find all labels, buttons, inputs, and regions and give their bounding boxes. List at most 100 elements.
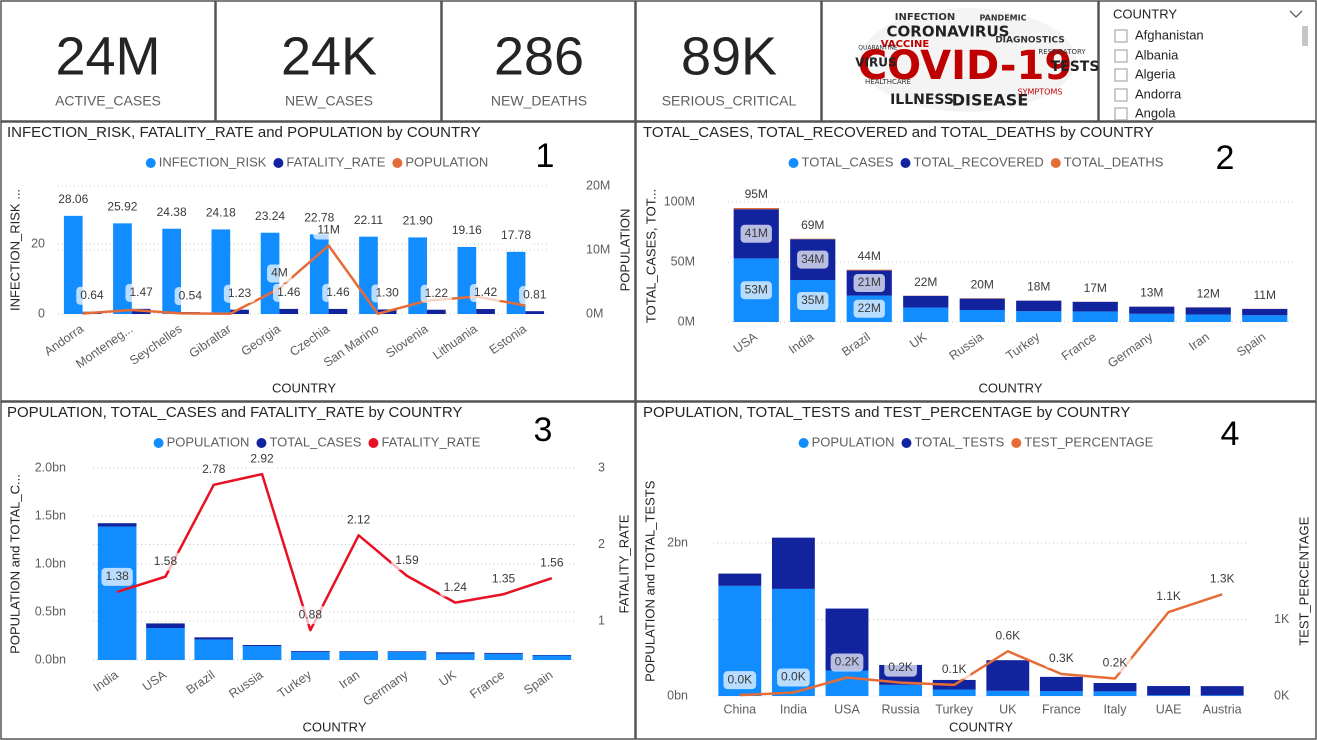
label-box — [101, 567, 133, 586]
label-box — [391, 551, 423, 570]
data-label: 1.35 — [492, 571, 516, 585]
checkbox[interactable] — [1114, 68, 1128, 82]
y-axis-title: POPULATION and TOTAL_TESTS — [642, 480, 657, 682]
bar — [1129, 313, 1175, 322]
data-label: 4M — [271, 266, 288, 280]
y-axis-title: INFECTION_RISK ... — [7, 189, 22, 311]
bar — [1185, 307, 1231, 315]
wordcloud-word: VACCINE — [881, 39, 930, 50]
card-value: 24K — [281, 26, 377, 86]
data-label: 2.78 — [202, 462, 226, 476]
label-box — [853, 274, 885, 292]
slicer-item[interactable]: Albania — [1135, 47, 1179, 62]
chart-title: POPULATION, TOTAL_CASES and FATALITY_RAT… — [7, 404, 462, 421]
data-label: 1.3K — [1210, 571, 1235, 585]
card-label: NEW_CASES — [285, 93, 373, 109]
wordcloud-word: TESTS — [1051, 59, 1100, 75]
y-tick-label: 20 — [31, 236, 45, 250]
label-box — [371, 284, 403, 303]
label-box — [487, 570, 520, 589]
x-tick-label: France — [1042, 702, 1081, 716]
label-box — [937, 660, 971, 679]
y-tick-label: 0.0bn — [35, 652, 66, 666]
label-box — [174, 287, 207, 306]
wordcloud-word: VIRUS — [855, 56, 896, 70]
x-tick-label: Turkey — [935, 702, 973, 716]
bar — [986, 690, 1030, 696]
chart-title: INFECTION_RISK, FATALITY_RATE and POPULA… — [7, 124, 481, 141]
data-label: 20M — [971, 277, 994, 291]
legend-marker — [273, 158, 284, 168]
chart-panel — [635, 121, 1317, 402]
bar — [476, 309, 495, 314]
label-box — [267, 264, 292, 283]
chevron[interactable] — [1289, 10, 1303, 18]
legend-label: TOTAL_DEATHS — [1064, 154, 1164, 169]
data-label: 1.59 — [395, 553, 419, 567]
label-box — [223, 284, 256, 303]
x-tick-label: UK — [999, 702, 1017, 716]
x-tick-label: UAE — [1156, 702, 1182, 716]
data-label: 1.38 — [105, 569, 129, 583]
label-box — [322, 283, 354, 302]
data-label: 0.2K — [835, 655, 860, 669]
bar — [387, 651, 427, 652]
bar — [1129, 306, 1175, 314]
bar — [525, 311, 545, 314]
legend-label: POPULATION — [812, 434, 895, 449]
wordcloud-word: SYMPTOMS — [1018, 88, 1063, 97]
y2-tick-label: 1K — [1274, 612, 1290, 626]
y-tick-label: 2.0bn — [35, 460, 66, 474]
checkbox[interactable] — [1114, 49, 1128, 63]
data-label: 21M — [858, 275, 881, 289]
slicer[interactable]: COUNTRY Afghanistan Albania Algeria Ando… — [1113, 6, 1308, 120]
data-label: 69M — [801, 218, 824, 232]
slicer-item[interactable]: Angola — [1135, 105, 1176, 120]
slicer-title: COUNTRY — [1113, 6, 1177, 21]
y-axis-title: TOTAL_CASES, TOT... — [643, 189, 658, 323]
bar — [959, 298, 1005, 310]
bar — [1016, 300, 1062, 312]
label-box — [723, 671, 757, 690]
legend-label: TEST_PERCENTAGE — [1024, 434, 1153, 449]
data-label: 41M — [745, 226, 768, 240]
data-label: 0.1K — [942, 662, 967, 676]
data-label: 22.11 — [354, 213, 383, 227]
y-tick-label: 2bn — [667, 535, 688, 549]
legend-marker — [788, 158, 799, 168]
bar — [230, 309, 249, 314]
bar — [1093, 682, 1137, 692]
bar — [146, 628, 185, 660]
bar — [484, 653, 523, 660]
data-label: 12M — [1197, 286, 1220, 300]
annotation: 2 — [1216, 139, 1235, 177]
bar — [291, 650, 330, 652]
label-box — [519, 286, 551, 305]
bar — [291, 651, 330, 660]
data-label: 21.90 — [403, 214, 433, 228]
label-box — [1098, 654, 1132, 673]
checkbox[interactable] — [1114, 29, 1128, 43]
legend-marker — [1050, 158, 1061, 168]
data-label: 17.78 — [501, 228, 531, 242]
chart-panel — [0, 121, 636, 402]
y2-tick-label: 0K — [1274, 688, 1290, 702]
data-label: 0.81 — [523, 287, 547, 301]
chart-title: POPULATION, TOTAL_TESTS and TEST_PERCENT… — [643, 404, 1130, 421]
data-label: 1.46 — [277, 285, 301, 299]
label-box — [246, 450, 278, 469]
scrollbar[interactable] — [1302, 26, 1308, 46]
legend-label: FATALITY_RATE — [381, 434, 480, 449]
data-label: 1.46 — [326, 285, 350, 299]
label-box — [251, 207, 290, 226]
bar — [532, 654, 572, 656]
slicer-item[interactable]: Afghanistan — [1135, 27, 1204, 42]
bar — [427, 309, 446, 314]
legend-label: INFECTION_RISK — [159, 154, 267, 169]
checkbox[interactable] — [1114, 107, 1128, 120]
label-box — [313, 221, 344, 240]
checkbox[interactable] — [1114, 88, 1128, 102]
slicer-item[interactable]: Andorra — [1135, 86, 1182, 101]
slicer-item[interactable]: Algeria — [1135, 66, 1176, 81]
y2-tick-label: 2 — [598, 537, 605, 551]
